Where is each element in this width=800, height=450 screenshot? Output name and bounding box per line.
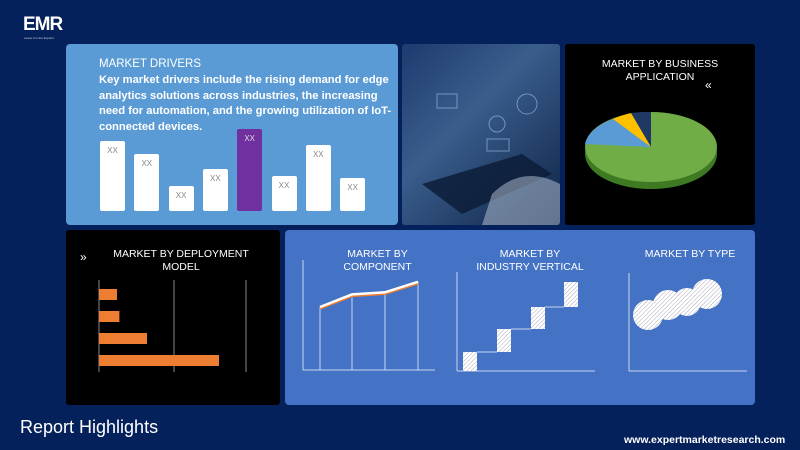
component-line	[319, 282, 419, 310]
driver-bar: XX	[340, 178, 366, 211]
pie-chart-3d	[585, 111, 717, 189]
driver-bar: XX	[134, 154, 160, 211]
deployment-bar	[99, 355, 219, 366]
drivers-title: MARKET DRIVERS	[99, 58, 202, 70]
deployment-bar	[99, 333, 147, 344]
type-title: MARKET BY TYPE	[644, 248, 736, 260]
deployment-title: MARKET BY DEPLOYMENT MODEL	[113, 248, 249, 273]
deployment-model-panel: » MARKET BY DEPLOYMENT MODEL	[66, 230, 280, 405]
component-line	[319, 280, 419, 309]
industry-step-chart	[463, 282, 578, 371]
lower-charts-panel: MARKET BY COMPONENT MARKET BY INDUSTRY V…	[285, 230, 755, 405]
drivers-text: Key market drivers include the rising de…	[99, 74, 392, 133]
double-chevron-right-icon: »	[80, 250, 87, 264]
industry-title: MARKET BY INDUSTRY VERTICAL	[476, 248, 584, 273]
component-title: MARKET BY COMPONENT	[343, 248, 412, 273]
driver-bar: XX	[168, 186, 194, 211]
deployment-bar	[99, 289, 117, 300]
emr-logo: EMR Leave it to the Experts	[18, 14, 68, 42]
market-drivers-panel: MARKET DRIVERS Key market drivers includ…	[66, 44, 398, 225]
driver-bar: XX	[271, 176, 297, 211]
analytics-photo	[402, 44, 560, 225]
website-link[interactable]: www.expertmarketresearch.com	[624, 434, 786, 446]
business-application-panel: MARKET BY BUSINESS APPLICATION «	[565, 44, 755, 225]
driver-bar: XX	[305, 145, 331, 211]
logo-text: EMR	[23, 14, 63, 35]
double-chevron-left-icon: «	[705, 78, 712, 92]
driver-bar: XX	[202, 169, 228, 211]
deployment-bar	[99, 311, 120, 322]
driver-bar: XX	[237, 129, 263, 211]
driver-bar: XX	[100, 141, 125, 211]
component-axes	[302, 260, 747, 372]
deployment-bar-chart	[98, 280, 247, 372]
type-bubble-chart	[633, 279, 722, 330]
logo-tagline: Leave it to the Experts	[24, 36, 54, 40]
report-highlights-heading: Report Highlights	[20, 417, 159, 437]
business-title: MARKET BY BUSINESS APPLICATION	[601, 58, 719, 83]
